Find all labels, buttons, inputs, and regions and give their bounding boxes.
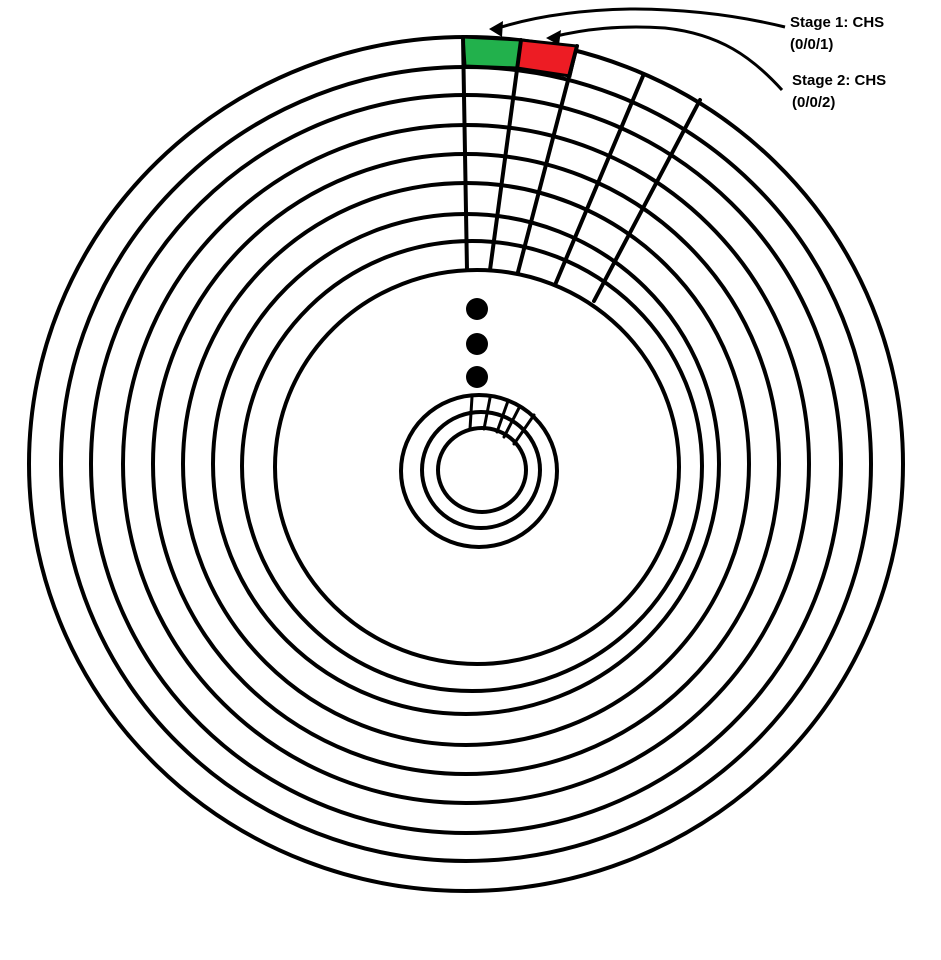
stage-1-sector	[461, 35, 523, 70]
track-7	[211, 212, 721, 716]
stage-2-label: Stage 2: CHS (0/0/2)	[792, 70, 886, 114]
stage-2-arrowhead	[546, 30, 561, 45]
sector-line-3	[516, 44, 579, 274]
sector-boundaries	[461, 35, 702, 303]
stage-1-arrowhead	[489, 21, 503, 37]
track-3	[89, 93, 843, 835]
sector-line-5	[592, 98, 702, 303]
stage-2-arrow	[551, 25, 784, 92]
inner-sector-line-3	[495, 399, 510, 434]
dot-3	[466, 366, 488, 388]
stage-2-label-line1: Stage 2: CHS	[792, 72, 887, 89]
callout-arrows	[494, 7, 786, 92]
inner-sector-boundaries	[468, 395, 536, 446]
inner-track-3	[436, 426, 528, 514]
inner-sector-line-4	[502, 404, 522, 439]
dot-2	[466, 333, 488, 355]
stage-1-arrow	[494, 7, 786, 31]
stage-1-label-line2: (0/0/1)	[790, 36, 834, 53]
inner-sector-line-5	[512, 413, 536, 446]
sector-line-2	[488, 38, 523, 272]
stage-1-label-line1: Stage 1: CHS	[790, 14, 885, 31]
stage-1-label: Stage 1: CHS (0/0/1)	[790, 12, 884, 56]
continuation-dots	[466, 298, 488, 388]
track-8	[240, 239, 704, 693]
inner-tracks	[399, 393, 559, 549]
inner-track-2	[420, 410, 542, 530]
inner-sector-line-2	[482, 396, 492, 431]
inner-track-1	[399, 393, 559, 549]
sector-line-1	[461, 35, 469, 272]
stage-2-sector	[515, 38, 579, 78]
inner-sector-line-1	[468, 395, 474, 431]
sector-line-4	[553, 74, 645, 287]
callout-arrowheads	[489, 21, 561, 45]
dot-1	[466, 298, 488, 320]
track-9	[273, 268, 681, 666]
stage-2-label-line2: (0/0/2)	[792, 94, 836, 111]
